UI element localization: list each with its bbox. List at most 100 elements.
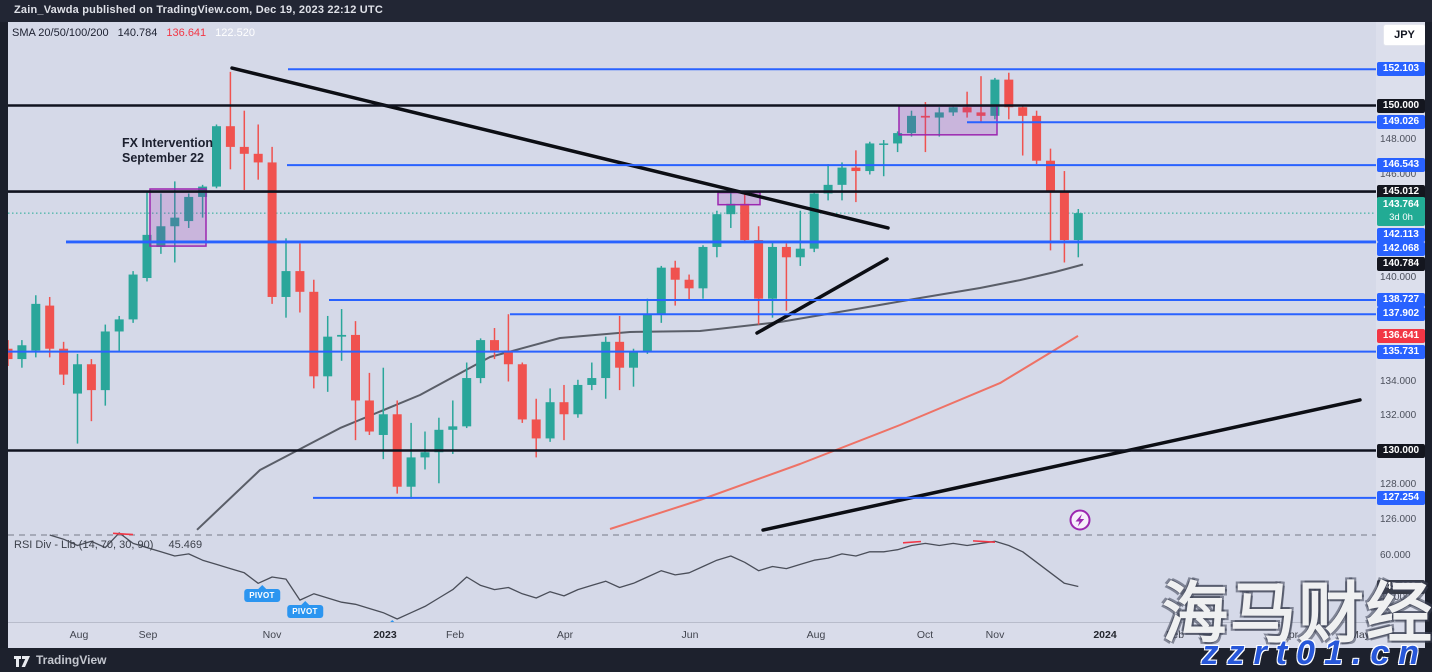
- time-label-Apr: Apr: [1281, 629, 1299, 641]
- rsi-tick: 60.000: [1380, 550, 1411, 561]
- candle-body: [45, 305, 55, 349]
- candle-body: [615, 341, 625, 368]
- candle-body: [907, 115, 916, 134]
- rsi-divergence-mark: [112, 532, 134, 536]
- rsi-legend[interactable]: RSI Div - Lib (14, 70, 30, 90) 45.469: [14, 539, 202, 551]
- sma-legend[interactable]: SMA 20/50/100/200 140.784 136.641 122.520: [12, 27, 255, 39]
- price-label-127.254: 127.254: [1377, 490, 1425, 505]
- candle-body: [712, 214, 722, 247]
- candle-body: [587, 378, 597, 385]
- candle-body: [420, 452, 430, 458]
- trend-line[interactable]: [755, 257, 889, 335]
- pivot-marker[interactable]: PIVOT: [287, 601, 323, 619]
- candle-body: [934, 112, 944, 118]
- candle-body: [1073, 213, 1083, 241]
- price-label-140.784: 140.784: [1377, 257, 1425, 272]
- chart-canvas[interactable]: [0, 22, 1432, 672]
- time-label-Sep: Sep: [138, 629, 158, 641]
- candle-body: [351, 334, 360, 401]
- rsi-line: [49, 532, 1079, 620]
- candle-body: [893, 133, 903, 144]
- lightning-icon: [1075, 514, 1085, 527]
- price-tick: 128.000: [1380, 479, 1417, 490]
- fx-intervention-line2: September 22: [122, 151, 204, 165]
- candle-body: [59, 348, 69, 375]
- price-tick: 134.000: [1380, 375, 1417, 387]
- candle-body: [573, 384, 583, 415]
- sma-legend-value: 140.784: [117, 27, 158, 39]
- price-label-136.641: 136.641: [1377, 328, 1425, 343]
- candle-body: [768, 246, 777, 299]
- candle-body: [1046, 160, 1055, 192]
- candle-body: [503, 350, 513, 365]
- candle-body: [656, 267, 666, 315]
- price-label-142.113: 142.113: [1377, 227, 1425, 242]
- rsi-value-label: 45.469: [1377, 579, 1425, 594]
- price-label-149.026: 149.026: [1377, 115, 1425, 130]
- candle-body: [490, 340, 499, 351]
- candle-body: [225, 126, 235, 147]
- candle-body: [1032, 115, 1042, 161]
- candle-body: [239, 146, 249, 154]
- candle-body: [476, 340, 486, 379]
- sma-legend-value: 122.520: [215, 27, 255, 39]
- candle-body: [781, 246, 791, 258]
- highlight-box[interactable]: [149, 188, 207, 247]
- candle-body: [684, 279, 694, 289]
- time-label-2024: 2024: [1093, 629, 1117, 641]
- price-label-146.543: 146.543: [1377, 158, 1425, 173]
- publish-title-bar: Zain_Vawda published on TradingView.com,…: [0, 0, 1432, 22]
- candle-body: [337, 334, 347, 337]
- candle-body: [1059, 191, 1069, 241]
- time-label-Aug: Aug: [69, 629, 89, 641]
- candle-body: [962, 107, 972, 113]
- price-tick: 146.000: [1380, 168, 1417, 180]
- candle-body: [545, 402, 555, 439]
- candle-body: [823, 184, 833, 194]
- tradingview-brand-text[interactable]: TradingView: [36, 653, 107, 667]
- price-label-152.103: 152.103: [1377, 62, 1425, 77]
- time-label-Aug: Aug: [806, 629, 826, 641]
- time-axis[interactable]: Aug Sep Nov 2023 Feb Apr Jun Aug Oct Nov 2024 Feb Ap…: [0, 622, 1432, 649]
- candle-body: [1004, 79, 1014, 108]
- rsi-tick: 40.000: [1380, 592, 1411, 603]
- candle-body: [948, 107, 958, 113]
- candle-body: [740, 203, 750, 241]
- candle-body: [642, 314, 652, 353]
- currency-toggle-button[interactable]: JPY: [1383, 24, 1426, 46]
- candle-body: [559, 402, 569, 415]
- price-label-135.731: 135.731: [1377, 344, 1425, 359]
- candle-body: [517, 364, 527, 420]
- price-tick: 126.000: [1380, 513, 1417, 525]
- sma-legend-value: 136.641: [166, 27, 207, 39]
- candle-body: [795, 248, 805, 258]
- candle-body: [128, 274, 138, 320]
- candle-body: [31, 303, 41, 351]
- price-label-145.012: 145.012: [1377, 184, 1425, 199]
- pivot-marker[interactable]: PIVOT: [244, 585, 280, 603]
- candle-body: [976, 112, 986, 116]
- publish-title: Zain_Vawda published on TradingView.com,…: [14, 4, 383, 16]
- candle-body: [629, 352, 638, 368]
- candle-body: [837, 167, 847, 185]
- candle-body: [114, 319, 124, 332]
- highlight-box[interactable]: [898, 105, 998, 136]
- time-label-May: May: [1350, 629, 1370, 641]
- candle-body: [73, 364, 82, 394]
- candle-body: [406, 457, 416, 487]
- rsi-divergence-mark: [972, 540, 996, 543]
- edge-right: [1425, 22, 1432, 648]
- price-label-138.727: 138.727: [1377, 292, 1425, 307]
- trend-line[interactable]: [230, 66, 890, 230]
- tradingview-logo-icon[interactable]: [13, 653, 31, 668]
- sma-red-line: [609, 335, 1079, 530]
- candle-body: [990, 79, 1000, 116]
- fx-intervention-note[interactable]: FX Intervention September 22: [122, 136, 230, 166]
- price-tick: 148.000: [1380, 134, 1417, 145]
- trend-line[interactable]: [761, 398, 1362, 532]
- candle-body: [726, 203, 736, 215]
- rsi-divergence-mark: [902, 540, 922, 544]
- candle-body: [142, 234, 152, 278]
- candle-body: [879, 143, 889, 145]
